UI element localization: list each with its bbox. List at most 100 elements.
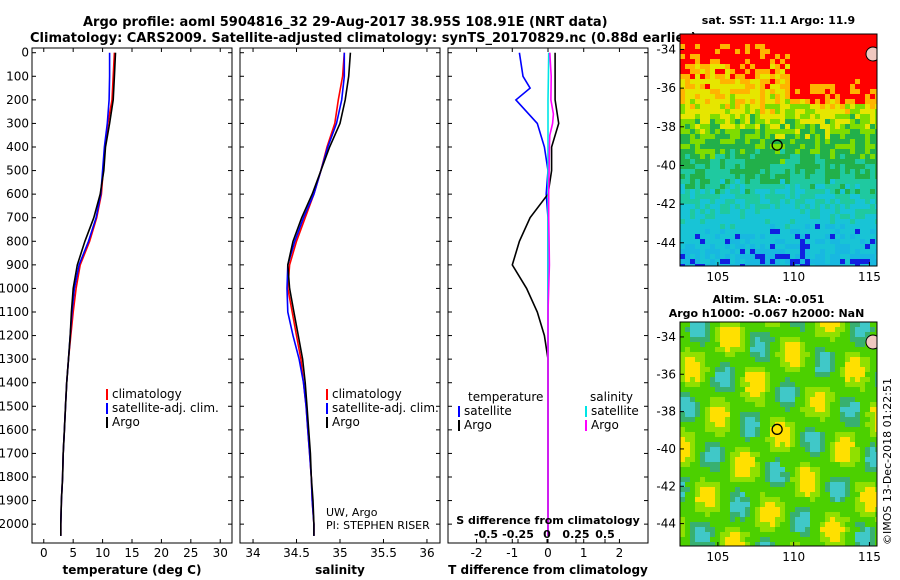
- map-cell: [800, 497, 805, 502]
- map-cell: [815, 347, 820, 352]
- map-cell: [810, 487, 815, 492]
- map-cell: [685, 34, 690, 39]
- map-cell: [870, 119, 875, 124]
- map-cell: [720, 239, 725, 244]
- map-cell: [775, 89, 780, 94]
- map-cell: [725, 422, 730, 427]
- map-cell: [750, 372, 755, 377]
- map-cell: [820, 174, 825, 179]
- map-cell: [795, 109, 800, 114]
- map-cell: [835, 437, 840, 442]
- map-cell: [765, 264, 770, 266]
- map-cell: [770, 104, 775, 109]
- map-cell: [855, 397, 860, 402]
- map-cell: [785, 472, 790, 477]
- map-cell: [795, 234, 800, 239]
- map-cell: [840, 502, 845, 507]
- map-cell: [815, 44, 820, 49]
- map-cell: [835, 214, 840, 219]
- map-cell: [685, 124, 690, 129]
- map-cell: [745, 417, 750, 422]
- map-cell: [685, 487, 690, 492]
- map-cell: [765, 69, 770, 74]
- map-cell: [840, 347, 845, 352]
- map-cell: [740, 209, 745, 214]
- map-cell: [765, 254, 770, 259]
- map-cell: [770, 54, 775, 59]
- map-cell: [780, 407, 785, 412]
- map-cell: [770, 94, 775, 99]
- map-cell: [800, 522, 805, 527]
- map-cell: [795, 199, 800, 204]
- map-cell: [760, 104, 765, 109]
- map-cell: [755, 189, 760, 194]
- map-cell: [795, 417, 800, 422]
- map-cell: [795, 467, 800, 472]
- map-cell: [825, 472, 830, 477]
- map-cell: [710, 164, 715, 169]
- map-cell: [785, 184, 790, 189]
- map-cell: [780, 224, 785, 229]
- map-cell: [730, 194, 735, 199]
- map-cell: [750, 99, 755, 104]
- map-cell: [870, 447, 875, 452]
- map-cell: [845, 342, 850, 347]
- map-cell: [830, 109, 835, 114]
- map-cell: [680, 407, 685, 412]
- map-cell: [760, 209, 765, 214]
- map-cell: [825, 507, 830, 512]
- map-cell: [800, 447, 805, 452]
- map-cell: [830, 427, 835, 432]
- map-cell: [825, 264, 830, 266]
- map-cell: [810, 362, 815, 367]
- map-cell: [750, 337, 755, 342]
- map-cell: [870, 79, 875, 84]
- map-cell: [760, 502, 765, 507]
- map-cell: [870, 84, 875, 89]
- map-cell: [790, 239, 795, 244]
- map-cell: [695, 104, 700, 109]
- map-cell: [755, 94, 760, 99]
- map-cell: [865, 249, 870, 254]
- map-cell: [770, 59, 775, 64]
- legend-label: satellite: [464, 404, 512, 418]
- map-cell: [740, 467, 745, 472]
- map-cell: [850, 482, 855, 487]
- map-cell: [835, 39, 840, 44]
- map-cell: [755, 199, 760, 204]
- map-cell: [800, 452, 805, 457]
- map-cell: [800, 332, 805, 337]
- map-cell: [795, 159, 800, 164]
- map-cell: [705, 357, 710, 362]
- map-cell: [800, 407, 805, 412]
- y-tick-label: 1900: [0, 494, 29, 508]
- map-cell: [850, 104, 855, 109]
- map-cell: [775, 134, 780, 139]
- map-cell: [765, 219, 770, 224]
- map-cell: [830, 352, 835, 357]
- map-cell: [805, 34, 810, 39]
- map-cell: [730, 39, 735, 44]
- map-cell: [695, 99, 700, 104]
- map-cell: [785, 447, 790, 452]
- map-cell: [870, 244, 875, 249]
- map-cell: [800, 189, 805, 194]
- map-cell: [820, 342, 825, 347]
- map-cell: [680, 179, 685, 184]
- map-cell: [875, 447, 877, 452]
- map-cell: [725, 259, 730, 264]
- map-cell: [845, 99, 850, 104]
- map-cell: [755, 442, 760, 447]
- map-cell: [870, 159, 875, 164]
- map-cell: [680, 194, 685, 199]
- map-cell: [835, 422, 840, 427]
- map-cell: [725, 49, 730, 54]
- map-cell: [870, 442, 875, 447]
- map-cell: [840, 219, 845, 224]
- map-cell: [700, 174, 705, 179]
- map-cell: [725, 94, 730, 99]
- map-cell: [810, 214, 815, 219]
- map-cell: [720, 79, 725, 84]
- map-cell: [765, 372, 770, 377]
- map-cell: [775, 199, 780, 204]
